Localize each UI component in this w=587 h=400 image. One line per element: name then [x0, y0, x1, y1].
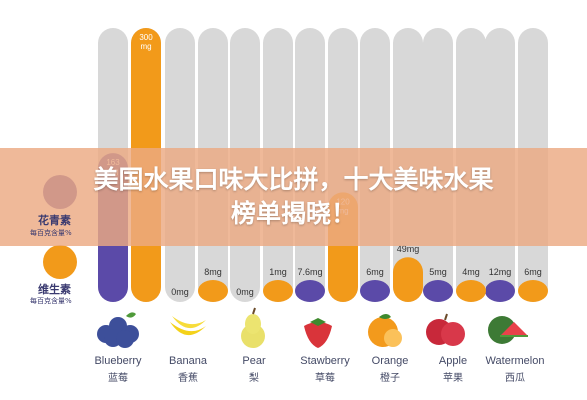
bar-vitamin-banana — [198, 280, 228, 302]
data-label-vitamin-banana: 8mg — [204, 267, 222, 277]
bar-vitamin-apple — [456, 280, 486, 302]
data-label-anthocyanin-apple: 5mg — [429, 267, 447, 277]
fruit-name-banana: Banana — [169, 355, 207, 367]
legend-anthocyanin-label: 花青素 — [38, 214, 71, 227]
fruit-name-strawberry: Stawberry — [300, 355, 350, 367]
bar-anthocyanin-orange — [360, 280, 390, 302]
blueberry-icon — [97, 312, 139, 348]
data-label-vitamin-pear: 1mg — [269, 267, 287, 277]
apple-icon — [426, 313, 465, 346]
orange-icon — [368, 314, 402, 347]
title-line-2: 榜单揭晓！ — [230, 199, 356, 228]
data-label-anthocyanin-watermelon: 12mg — [489, 267, 512, 277]
fruit-zh-watermelon: 西瓜 — [505, 373, 525, 384]
data-label-anthocyanin-orange: 6mg — [366, 267, 384, 277]
data-label-vitamin-blueberry: 300 mg — [139, 33, 153, 51]
watermelon-icon — [488, 316, 528, 344]
data-label-vitamin-watermelon: 6mg — [524, 267, 542, 277]
fruit-zh-pear: 梨 — [249, 373, 259, 384]
title-banner — [0, 148, 587, 246]
pear-icon — [241, 307, 265, 348]
data-label-anthocyanin-pear: 0mg — [236, 287, 254, 297]
bar-anthocyanin-stawberry — [295, 280, 325, 302]
data-label-vitamin-apple: 4mg — [462, 267, 480, 277]
strawberry-icon — [304, 318, 332, 348]
bar-anthocyanin-apple — [423, 280, 453, 302]
legend-vitamin-label: 维生素 — [38, 283, 71, 296]
banana-icon — [170, 316, 206, 336]
data-label-vitamin-orange: 49mg — [397, 244, 420, 254]
fruit-name-orange: Orange — [371, 355, 409, 367]
fruit-zh-apple: 苹果 — [443, 373, 463, 384]
fruit-zh-strawberry: 草莓 — [315, 373, 335, 384]
legend-anthocyanin-sub: 每百克含量% — [30, 229, 72, 237]
bar-anthocyanin-watermelon — [485, 280, 515, 302]
bar-vitamin-watermelon — [518, 280, 548, 302]
fruit-zh-banana: 香蕉 — [178, 373, 198, 384]
legend-vitamin-swatch — [43, 245, 77, 279]
fruit-name-watermelon: Watermelon — [485, 355, 545, 367]
legend-vitamin-sub: 每百克含量% — [30, 297, 72, 305]
fruit-name-pear: Pear — [242, 355, 266, 367]
fruit-zh-orange: 橙子 — [380, 373, 400, 384]
bar-vitamin-orange — [393, 257, 423, 302]
page-title: 美国水果口味大比拼，十大美味水果 榜单揭晓！ — [0, 163, 587, 231]
data-label-anthocyanin-stawberry: 7.6mg — [297, 267, 322, 277]
bar-vitamin-pear — [263, 280, 293, 302]
data-label-anthocyanin-banana: 0mg — [171, 287, 189, 297]
fruit-name-apple: Apple — [438, 355, 468, 367]
fruit-zh-blueberry: 蓝莓 — [108, 373, 128, 384]
fruit-name-blueberry: Blueberry — [94, 355, 142, 367]
title-line-1: 美国水果口味大比拼，十大美味水果 — [93, 165, 494, 194]
